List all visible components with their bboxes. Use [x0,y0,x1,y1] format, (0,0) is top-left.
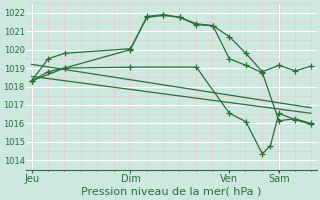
X-axis label: Pression niveau de la mer( hPa ): Pression niveau de la mer( hPa ) [81,187,261,197]
